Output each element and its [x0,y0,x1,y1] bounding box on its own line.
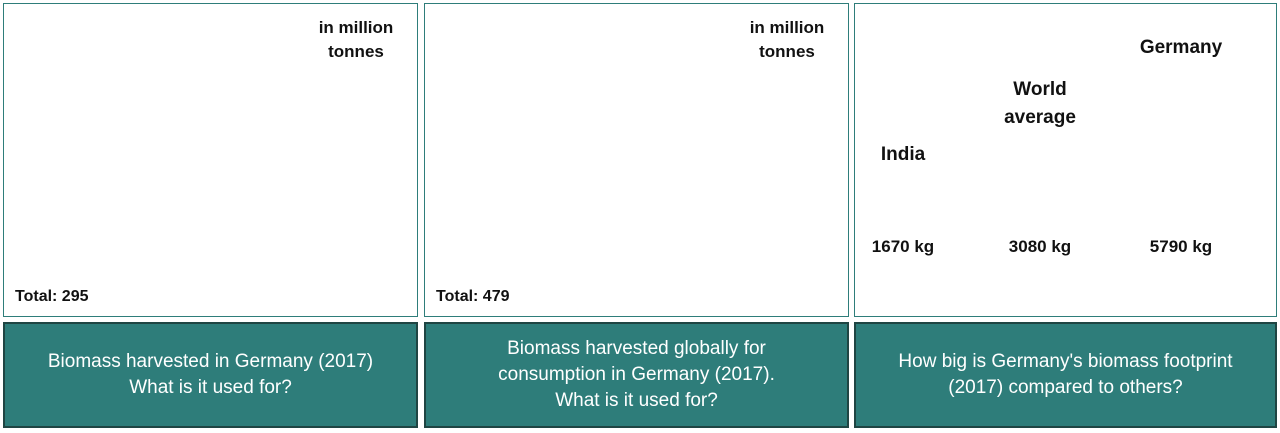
caption: Biomass harvested in Germany (2017) What … [3,322,418,428]
slice-value: 82 [600,96,620,116]
slice-category: Energy use [149,216,206,259]
slice-label: Feed 109 [250,170,324,216]
slice-value: 38 [233,84,253,104]
slice-label: Material use 82 [556,71,630,117]
slice-value: 26 [128,209,148,229]
slice-value: 96 [675,100,695,120]
slice-category: Material use [562,73,625,116]
slice-label: Food 38 [206,60,280,106]
slice-category: Food [222,61,264,81]
caption-line: Biomass harvested globally for [507,338,766,359]
slice-value: 109 [273,194,302,214]
caption-line: (2017) compared to others? [948,377,1183,398]
slice-value: 84 [135,109,154,129]
caption-line: How big is Germany's biomass footprint [898,351,1233,372]
slice-category: Food [664,77,706,97]
slice-category: Feed [268,171,307,191]
caption: How big is Germany's biomass footprint (2… [854,322,1277,428]
caption-line: consumption in Germany (2017). [498,364,775,385]
slice-category: Material use [90,186,153,229]
footprint-value: 3080 kg [1008,237,1072,256]
slice-label: Food 96 [648,76,722,122]
panel [3,3,418,317]
unit-label: in million tonnes [749,18,825,61]
slice-value: 250 [642,248,670,268]
unit-label: in million tonnes [318,18,394,61]
slice-label: Feed 250 [619,224,693,270]
footprint-value: 1670 kg [871,237,935,256]
slice-label: Exports 84 [107,84,181,130]
slice-label: Energy use 38 [141,215,215,261]
region-name: World average [1004,79,1076,129]
slice-label: Material use 26 [84,185,158,231]
footprint-value: 5790 kg [1149,237,1213,256]
caption-line: What is it used for? [129,377,292,398]
region-name: India [880,143,926,165]
slice-category: Energy use [525,131,582,174]
caption: Biomass harvested globally for consumptio… [424,322,849,428]
slice-value: 38 [185,239,204,259]
panel [854,3,1277,317]
caption-line: What is it used for? [555,390,718,411]
total-label: Total: 479 [436,288,510,305]
slice-category: Exports [113,86,176,106]
slice-category: Feed [636,225,676,245]
slice-label: Energy use 51 [517,130,591,176]
panel [424,3,849,317]
region-name: Germany [1139,37,1223,58]
total-label: Total: 295 [15,288,89,305]
caption-line: Biomass harvested in Germany (2017) [47,351,374,372]
slice-value: 51 [560,154,580,174]
